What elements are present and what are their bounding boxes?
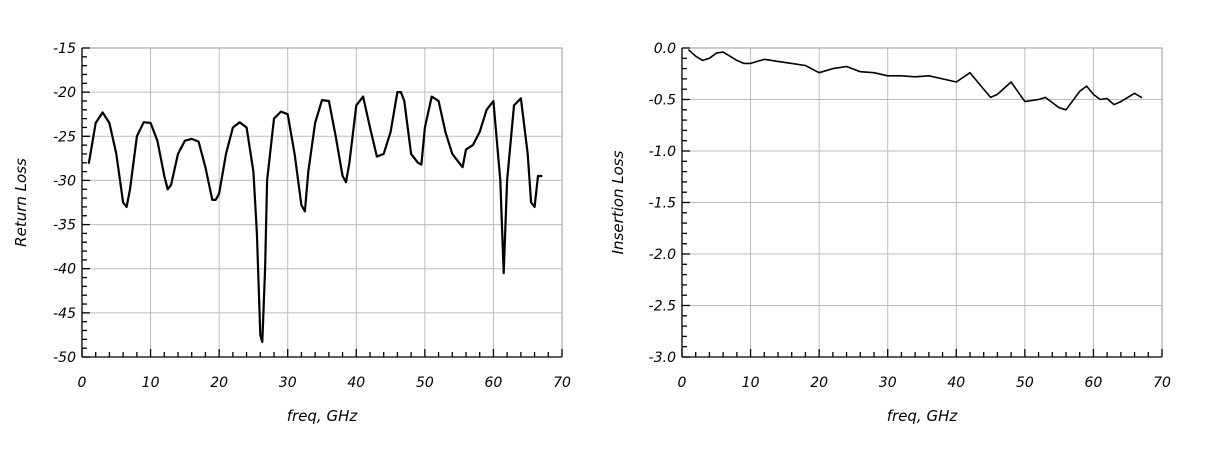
y-tick-label: -0.5 [649, 93, 676, 109]
x-tick-label: 40 [347, 375, 365, 391]
y-tick-label: -30 [53, 173, 76, 189]
y-tick-label: -1.0 [649, 144, 676, 160]
x-tick-label: 30 [879, 375, 897, 391]
x-tick-label: 0 [678, 375, 687, 391]
x-tick-label: 10 [742, 375, 760, 391]
plot-frame [81, 47, 563, 358]
x-tick-label: 20 [810, 375, 828, 391]
series-line [87, 90, 543, 344]
y-tick-label: -3.0 [649, 350, 676, 366]
y-tick-label: -1.5 [649, 196, 676, 212]
x-tick-label: 70 [553, 375, 571, 391]
x-tick-label: 30 [279, 375, 297, 391]
insertion-loss-chart: 0 10 20 30 40 50 60 70 0.0 -0.5 -1.0 -1.5 -2.0 -2.5 -3… [609, 41, 1171, 425]
x-tick-label: 60 [1085, 375, 1103, 391]
x-tick-label: 0 [78, 375, 87, 391]
x-tick-label: 10 [142, 375, 160, 391]
y-axis-label: Return Loss [12, 158, 30, 247]
y-tick-label: -40 [53, 262, 76, 278]
x-tick-label: 20 [210, 375, 228, 391]
x-tick-label: 50 [1016, 375, 1034, 391]
y-tick-label: -2.5 [649, 299, 676, 315]
y-tick-label: -35 [53, 218, 76, 234]
y-tick-label: 0.0 [654, 41, 676, 57]
x-axis-label: freq, GHz [887, 407, 959, 425]
x-tick-label: 40 [947, 375, 965, 391]
series-line [688, 49, 1143, 111]
y-tick-label: -20 [53, 85, 76, 101]
y-tick-label: -15 [53, 41, 76, 57]
y-tick-label: -2.0 [649, 247, 676, 263]
y-tick-label: -25 [53, 129, 76, 145]
x-tick-label: 70 [1153, 375, 1171, 391]
x-tick-label: 50 [416, 375, 434, 391]
return-loss-chart: 0 10 20 30 40 50 60 70 -15 -20 -25 -30 -35 -40 -45 -50 f… [12, 41, 571, 425]
y-axis-label: Insertion Loss [609, 150, 627, 254]
y-tick-label: -50 [53, 350, 76, 366]
x-tick-label: 60 [485, 375, 503, 391]
y-tick-label: -45 [53, 306, 76, 322]
x-axis-label: freq, GHz [287, 407, 359, 425]
